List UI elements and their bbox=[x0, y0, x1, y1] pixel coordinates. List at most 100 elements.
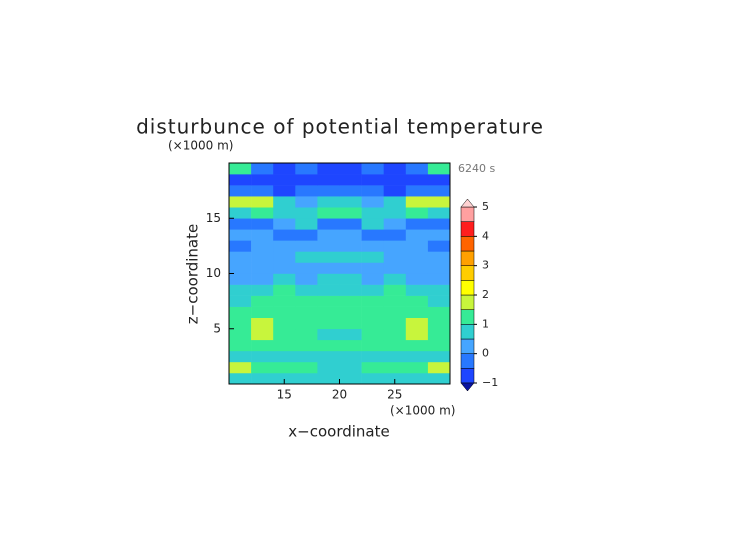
contour-cell bbox=[427, 350, 451, 363]
y-axis-label: z−coordinate bbox=[184, 224, 202, 324]
contour-cell bbox=[361, 339, 384, 352]
contour-cell bbox=[339, 163, 362, 175]
contour-cell bbox=[361, 218, 384, 230]
contour-cell bbox=[405, 361, 429, 374]
contour-cell bbox=[229, 196, 252, 208]
contour-cell bbox=[295, 185, 318, 197]
contour-cell bbox=[383, 251, 407, 263]
contour-cell bbox=[405, 262, 429, 274]
contour-cell bbox=[295, 196, 318, 208]
contour-cell bbox=[339, 196, 362, 208]
contour-cell bbox=[405, 306, 429, 318]
contour-cell bbox=[339, 218, 362, 230]
contour-cell bbox=[317, 207, 340, 219]
contour-cell bbox=[273, 306, 296, 318]
contour-cell bbox=[427, 196, 451, 208]
contour-cell bbox=[361, 328, 384, 341]
contour-cell bbox=[405, 174, 429, 186]
contour-cell bbox=[317, 273, 340, 285]
contour-cell bbox=[383, 339, 407, 352]
contour-cell bbox=[317, 350, 340, 363]
contour-cell bbox=[405, 372, 429, 385]
contour-cell bbox=[405, 229, 429, 241]
contour-cell bbox=[361, 185, 384, 197]
contour-cell bbox=[361, 284, 384, 296]
contour-cell bbox=[229, 218, 252, 230]
contour-cell bbox=[273, 372, 296, 385]
contour-cell bbox=[317, 339, 340, 352]
contour-cell bbox=[427, 295, 451, 307]
contour-cell bbox=[317, 240, 340, 252]
contour-cell bbox=[295, 350, 318, 363]
colorbar-box bbox=[460, 206, 475, 222]
contour-cell bbox=[383, 295, 407, 307]
contour-cell bbox=[361, 372, 384, 385]
contour-cell bbox=[427, 218, 451, 230]
contour-cell bbox=[251, 306, 274, 318]
contour-cell bbox=[383, 372, 407, 385]
contour-cell bbox=[361, 251, 384, 263]
contour-cell bbox=[229, 284, 252, 296]
contour-cell bbox=[361, 229, 384, 241]
contour-cell bbox=[383, 284, 407, 296]
contour-cell bbox=[405, 273, 429, 285]
contour-cell bbox=[339, 185, 362, 197]
contour-cell bbox=[229, 163, 252, 175]
contour-cell bbox=[229, 317, 252, 330]
contour-cell bbox=[339, 295, 362, 307]
contour-cell bbox=[295, 317, 318, 330]
contour-cell bbox=[317, 262, 340, 274]
colorbar-box bbox=[460, 294, 475, 310]
contour-cell bbox=[317, 251, 340, 263]
colorbar-tick-label: 5 bbox=[482, 200, 489, 213]
contour-cell bbox=[427, 229, 451, 241]
contour-cell bbox=[405, 218, 429, 230]
contour-cell bbox=[251, 262, 274, 274]
contour-cell bbox=[273, 240, 296, 252]
contour-cell bbox=[251, 317, 274, 330]
contour-cell bbox=[427, 339, 451, 352]
contour-cell bbox=[295, 372, 318, 385]
contour-cell bbox=[361, 273, 384, 285]
contour-cell bbox=[251, 339, 274, 352]
y-tick-label: 15 bbox=[206, 211, 221, 225]
contour-cell bbox=[361, 306, 384, 318]
contour-cell bbox=[427, 317, 451, 330]
contour-cell bbox=[383, 262, 407, 274]
contour-cell bbox=[383, 361, 407, 374]
contour-cell bbox=[295, 306, 318, 318]
contour-cell bbox=[361, 207, 384, 219]
contour-cell bbox=[295, 229, 318, 241]
x-tick-label: 25 bbox=[387, 388, 402, 402]
colorbar-tick-label: 1 bbox=[482, 317, 489, 330]
contour-cell bbox=[251, 240, 274, 252]
contour-cell bbox=[295, 163, 318, 175]
chart-title: disturbunce of potential temperature bbox=[136, 115, 544, 139]
contour-cell bbox=[339, 339, 362, 352]
contour-cell bbox=[295, 251, 318, 263]
contour-cell bbox=[383, 273, 407, 285]
contour-cell bbox=[361, 361, 384, 374]
colorbar-box bbox=[460, 368, 475, 384]
contour-cell bbox=[427, 361, 451, 374]
colorbar-tick-label: 3 bbox=[482, 259, 489, 272]
contour-cell bbox=[317, 196, 340, 208]
contour-cell bbox=[427, 163, 451, 175]
contour-cell bbox=[251, 218, 274, 230]
contour-cell bbox=[339, 350, 362, 363]
contour-cell bbox=[273, 251, 296, 263]
contour-cell bbox=[317, 174, 340, 186]
contour-cell bbox=[273, 207, 296, 219]
contour-cell bbox=[229, 229, 252, 241]
contour-cell bbox=[273, 262, 296, 274]
contour-cell bbox=[339, 174, 362, 186]
contour-cell bbox=[317, 317, 340, 330]
contour-cell bbox=[383, 229, 407, 241]
colorbar-tick-label: 0 bbox=[482, 347, 489, 360]
contour-cell bbox=[405, 196, 429, 208]
contour-cell bbox=[295, 262, 318, 274]
contour-cell bbox=[339, 306, 362, 318]
contour-cell bbox=[251, 185, 274, 197]
contour-cell bbox=[273, 295, 296, 307]
y-tick-label: 10 bbox=[206, 266, 221, 280]
